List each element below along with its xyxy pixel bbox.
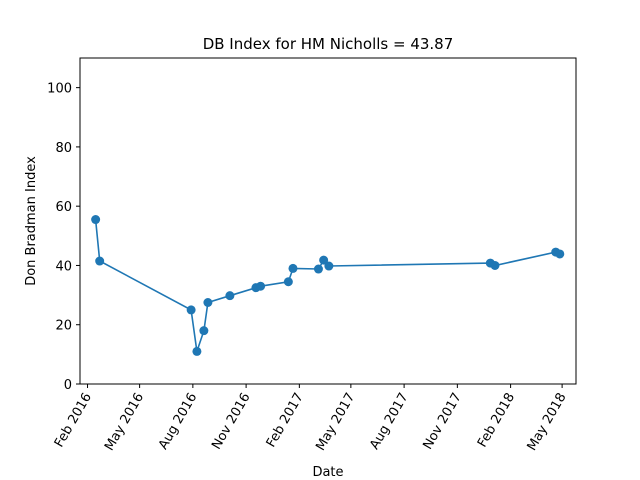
data-point — [203, 298, 213, 307]
x-tick-label: Feb 2017 — [264, 391, 307, 451]
x-tick-label: Feb 2016 — [52, 391, 95, 451]
data-point — [288, 263, 298, 273]
chart-title: DB Index for HM Nicholls = 43.87 — [203, 35, 454, 53]
y-tick-label: 60 — [55, 200, 72, 215]
y-tick-label: 40 — [55, 259, 72, 274]
y-axis: 0 20 40 60 80 100 — [47, 82, 80, 393]
data-point — [91, 215, 101, 225]
x-tick-label: May 2017 — [313, 391, 358, 454]
x-tick-label: Nov 2016 — [209, 391, 253, 453]
data-point — [555, 249, 565, 259]
x-axis: Feb 2016 May 2016 Aug 2016 Nov 2016 Feb 2017… — [52, 384, 570, 454]
y-tick-label: 80 — [55, 141, 72, 156]
series-markers — [91, 215, 565, 356]
data-point — [283, 277, 293, 287]
plot-frame — [79, 57, 577, 385]
data-point — [225, 291, 235, 301]
x-tick-label: May 2018 — [525, 391, 570, 454]
x-tick-label: May 2016 — [102, 391, 147, 454]
data-point — [95, 256, 105, 266]
data-point — [192, 346, 202, 356]
series-line — [94, 219, 561, 352]
y-tick-label: 0 — [64, 378, 72, 393]
data-point — [199, 326, 209, 336]
x-axis-label: Date — [312, 465, 343, 480]
y-axis-label: Don Bradman Index — [24, 156, 39, 286]
data-point — [256, 281, 266, 291]
data-point — [324, 261, 334, 271]
x-tick-label: Aug 2016 — [156, 391, 200, 453]
y-tick-label: 100 — [47, 82, 72, 97]
x-tick-label: Nov 2017 — [421, 391, 465, 453]
data-point — [319, 255, 329, 265]
data-point — [186, 305, 196, 315]
data-point — [313, 264, 323, 274]
y-tick-label: 20 — [55, 319, 72, 334]
data-point — [490, 260, 500, 270]
x-tick-label: Feb 2018 — [475, 391, 518, 451]
x-tick-label: Aug 2017 — [367, 391, 411, 453]
